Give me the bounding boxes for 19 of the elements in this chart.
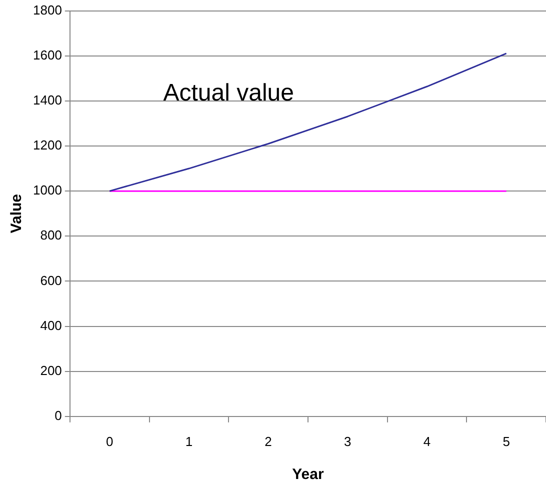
x-tick-label: 5	[502, 434, 510, 449]
y-tick-label: 800	[40, 228, 62, 243]
y-axis-title: Value	[8, 194, 26, 234]
y-tick-label: 1800	[33, 2, 62, 18]
y-tick-label: 200	[40, 362, 62, 378]
y-tick-label: 600	[40, 272, 62, 288]
x-tick-label: 3	[344, 434, 352, 449]
y-tick-label: 1400	[33, 92, 62, 108]
x-tick-label: 4	[423, 434, 431, 449]
y-tick-label: 1600	[33, 47, 62, 62]
x-axis-title: Year	[292, 466, 324, 484]
y-tick-label: 1000	[33, 182, 62, 198]
x-tick-label: 0	[106, 434, 114, 449]
y-tick-label: 400	[40, 318, 62, 333]
x-tick-label: 2	[264, 434, 272, 449]
y-tick-label: 1200	[33, 138, 62, 153]
x-tick-label: 1	[185, 434, 193, 449]
y-tick-label: 0	[54, 408, 62, 423]
series-label: Actual value	[163, 79, 294, 106]
